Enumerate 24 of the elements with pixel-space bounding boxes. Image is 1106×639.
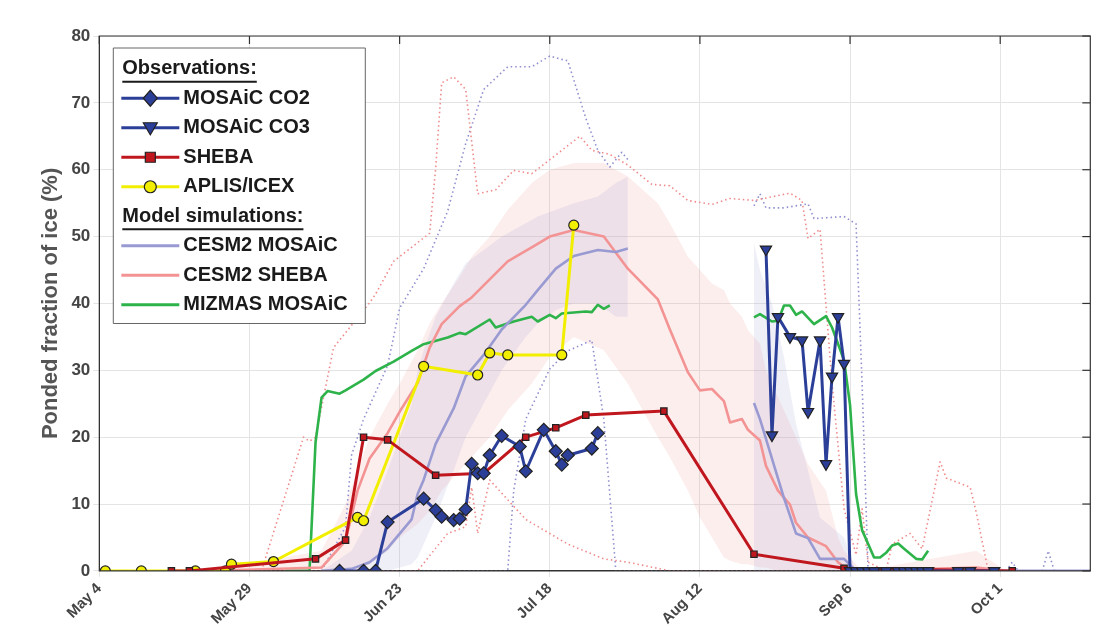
y-tick-label: 70 — [71, 92, 91, 112]
y-tick-label: 20 — [71, 426, 91, 446]
legend-label: CESM2 MOSAiC — [183, 233, 338, 256]
y-tick-label: 80 — [71, 25, 91, 45]
legend-title: Observations: — [122, 56, 257, 79]
x-tick-label: Oct 1 — [966, 579, 1006, 618]
legend-label: MOSAiC CO2 — [183, 85, 310, 108]
y-axis-title: Ponded fraction of ice (%) — [37, 167, 63, 440]
legend-label: APLIS/ICEX — [183, 174, 296, 197]
y-tick-label: 0 — [80, 560, 91, 580]
y-tick-label: 50 — [71, 226, 91, 246]
x-tick-label: Jul 18 — [512, 579, 555, 622]
x-tick-label: Aug 12 — [657, 579, 705, 627]
x-tick-label: Jun 23 — [359, 579, 405, 625]
x-tick-label: Sep 6 — [814, 579, 856, 620]
legend-label: MOSAiC CO3 — [183, 115, 310, 138]
annotation: Model simulations: — [122, 203, 304, 226]
legend-label: CESM2 SHEBA — [183, 262, 328, 285]
y-tick-label: 10 — [71, 493, 91, 513]
legend-label: SHEBA — [183, 144, 254, 167]
legend-label: MIZMAS MOSAiC — [183, 292, 348, 315]
y-tick-label: 30 — [71, 360, 91, 379]
y-tick-label: 40 — [71, 293, 91, 313]
y-tick-label: 60 — [71, 159, 91, 179]
